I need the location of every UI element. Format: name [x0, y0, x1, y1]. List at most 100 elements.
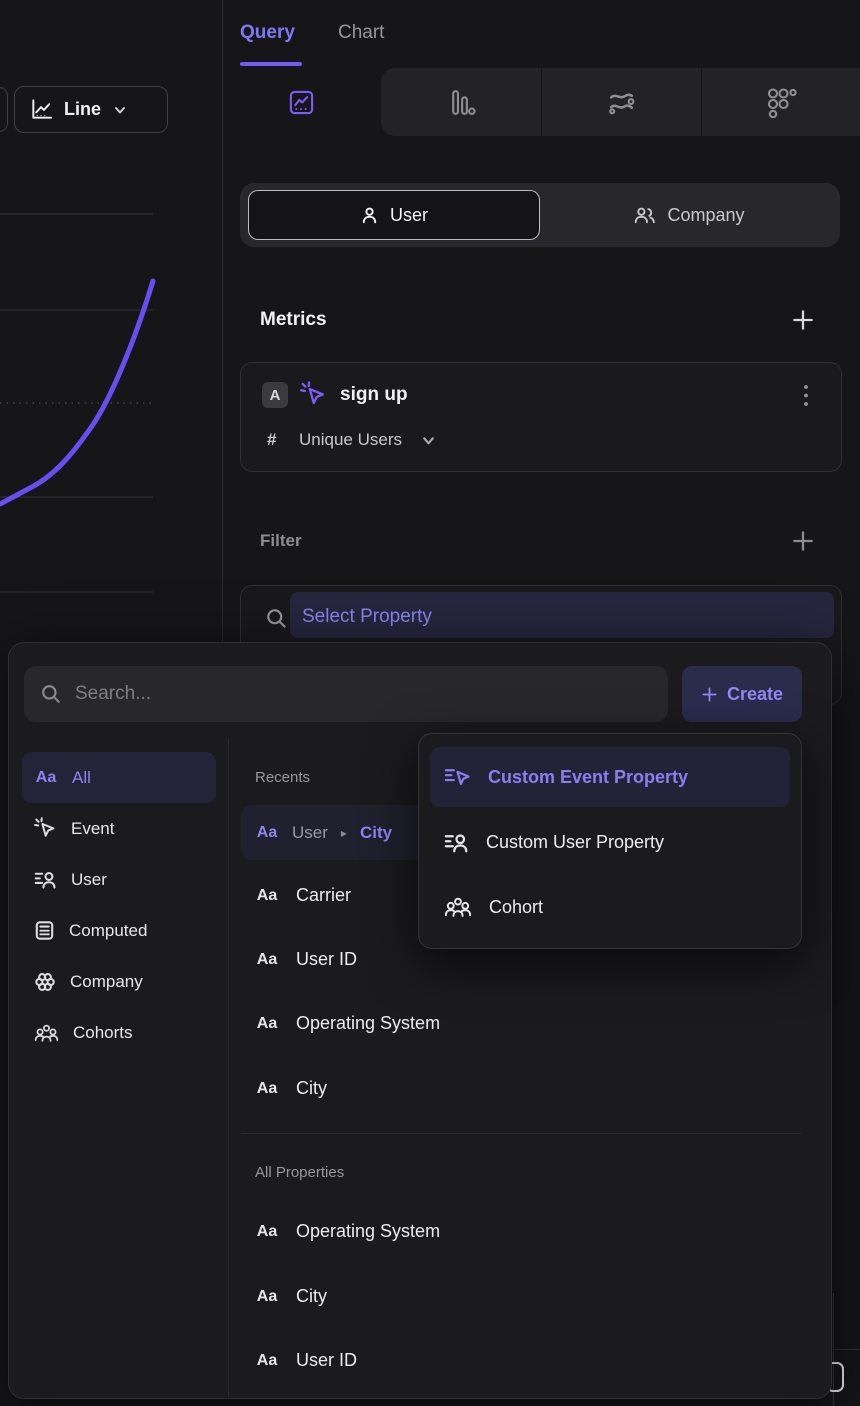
picker-sidebar-divider	[228, 738, 229, 1397]
aa-text-icon: Aa	[256, 886, 278, 904]
property-label: City	[296, 1078, 327, 1098]
kebab-menu-icon[interactable]	[799, 382, 813, 409]
chart-style-dropdown[interactable]: Line	[14, 86, 168, 133]
property-label: Operating System	[296, 1013, 441, 1033]
create-button-label: Create	[726, 683, 784, 704]
aa-text-icon: Aa	[256, 1079, 278, 1097]
category-computed-label: Computed	[69, 920, 148, 940]
filter-property-value: Select Property	[302, 606, 432, 627]
property-label: City	[359, 822, 393, 842]
chart-style-label: Line	[64, 99, 102, 119]
add-filter-button[interactable]	[791, 529, 815, 553]
category-all[interactable]: Aa All	[22, 752, 216, 803]
property-label: User ID	[296, 1350, 358, 1370]
breadcrumb-arrow-icon: ▸	[340, 825, 347, 840]
cohort-icon	[444, 896, 472, 918]
calculator-icon	[34, 920, 55, 941]
aa-text-icon: Aa	[256, 1014, 278, 1032]
create-property-button[interactable]: Create	[682, 666, 802, 722]
category-cohorts-label: Cohorts	[73, 1022, 133, 1042]
property-item[interactable]: Aa City	[255, 1286, 327, 1307]
background-divider	[833, 1349, 860, 1350]
create-custom-user-property[interactable]: Custom User Property	[444, 826, 784, 858]
property-item[interactable]: Aa User ID	[255, 1350, 357, 1371]
aa-text-icon: Aa	[35, 768, 57, 786]
create-custom-event-property-label: Custom Event Property	[488, 766, 689, 787]
create-cohort[interactable]: Cohort	[444, 891, 784, 923]
cohorts-icon	[34, 1023, 59, 1043]
plus-icon	[701, 686, 718, 703]
tab-query[interactable]: Query	[240, 22, 295, 43]
create-custom-user-property-label: Custom User Property	[486, 831, 665, 852]
property-search-field[interactable]	[24, 666, 668, 722]
recent-item[interactable]: Aa Carrier	[255, 885, 351, 906]
property-label: Carrier	[296, 885, 352, 905]
chart-type-tab-retention[interactable]	[701, 68, 860, 136]
insights-line-icon	[288, 89, 315, 116]
recent-item-user-city[interactable]: Aa User ▸ City	[241, 805, 423, 860]
category-event[interactable]: Event	[22, 803, 216, 854]
active-tab-underline	[240, 62, 302, 66]
metrics-section-title: Metrics	[260, 309, 327, 330]
aa-text-icon: Aa	[256, 1222, 278, 1240]
property-label: Operating System	[296, 1221, 441, 1241]
custom-event-property-icon	[444, 766, 471, 788]
picker-section-divider	[241, 1133, 801, 1134]
category-all-label: All	[72, 767, 91, 787]
line-chart-icon	[29, 97, 54, 122]
event-spark-icon	[300, 381, 327, 408]
company-flower-icon	[34, 971, 56, 993]
magnifier-icon	[265, 607, 288, 630]
recent-item[interactable]: Aa User ID	[255, 949, 357, 970]
category-event-label: Event	[71, 818, 115, 838]
chevron-down-icon[interactable]	[421, 433, 436, 448]
aa-text-icon: Aa	[256, 1351, 278, 1369]
line-chart-preview	[0, 213, 156, 593]
metric-event-name: sign up	[340, 384, 408, 405]
aggregation-selector[interactable]: Unique Users	[299, 430, 402, 449]
category-company-label: Company	[70, 971, 143, 991]
aa-text-icon: Aa	[256, 1287, 278, 1305]
tab-chart[interactable]: Chart	[338, 22, 385, 43]
property-label: City	[296, 1286, 327, 1306]
property-parent: User	[292, 822, 328, 842]
people-icon	[633, 206, 656, 225]
bar-chart-icon	[447, 88, 476, 117]
category-computed[interactable]: Computed	[22, 905, 216, 956]
entity-toggle-user-label: User	[389, 204, 428, 225]
create-custom-event-property[interactable]: Custom Event Property	[430, 747, 790, 807]
person-icon	[360, 206, 379, 225]
recent-item[interactable]: Aa City	[255, 1078, 327, 1099]
panel-divider	[222, 0, 223, 642]
category-user[interactable]: User	[22, 854, 216, 905]
entity-toggle-user[interactable]: User	[248, 190, 540, 240]
add-metric-button[interactable]	[791, 308, 815, 332]
metric-card[interactable]	[240, 362, 842, 472]
aa-text-icon: Aa	[256, 950, 278, 968]
chart-type-tab-bar[interactable]	[381, 68, 541, 136]
filter-property-input[interactable]	[290, 592, 834, 638]
create-cohort-label: Cohort	[489, 896, 544, 917]
category-cohorts[interactable]: Cohorts	[22, 1007, 216, 1058]
flows-icon	[607, 89, 636, 115]
metric-row-letter-badge: A	[262, 382, 288, 408]
user-property-icon	[34, 869, 57, 890]
chart-type-tab-insights[interactable]	[222, 68, 381, 136]
property-search-input[interactable]	[75, 683, 652, 705]
chart-type-tab-flows[interactable]	[541, 68, 701, 136]
filter-section-title: Filter	[260, 531, 302, 550]
property-label: User ID	[296, 949, 358, 969]
recents-header: Recents	[255, 769, 311, 786]
aggregation-hash-glyph: #	[267, 430, 277, 449]
property-item[interactable]: Aa Operating System	[255, 1221, 440, 1242]
entity-toggle-company[interactable]: Company	[540, 190, 838, 240]
event-spark-icon	[34, 817, 57, 840]
magnifier-icon	[40, 683, 62, 705]
recent-item[interactable]: Aa Operating System	[255, 1013, 440, 1034]
category-company[interactable]: Company	[22, 956, 216, 1007]
aa-text-icon: Aa	[256, 823, 278, 841]
partial-toolbar-button[interactable]	[0, 87, 8, 132]
all-properties-header: All Properties	[255, 1164, 345, 1181]
entity-toggle-company-label: Company	[667, 204, 745, 225]
